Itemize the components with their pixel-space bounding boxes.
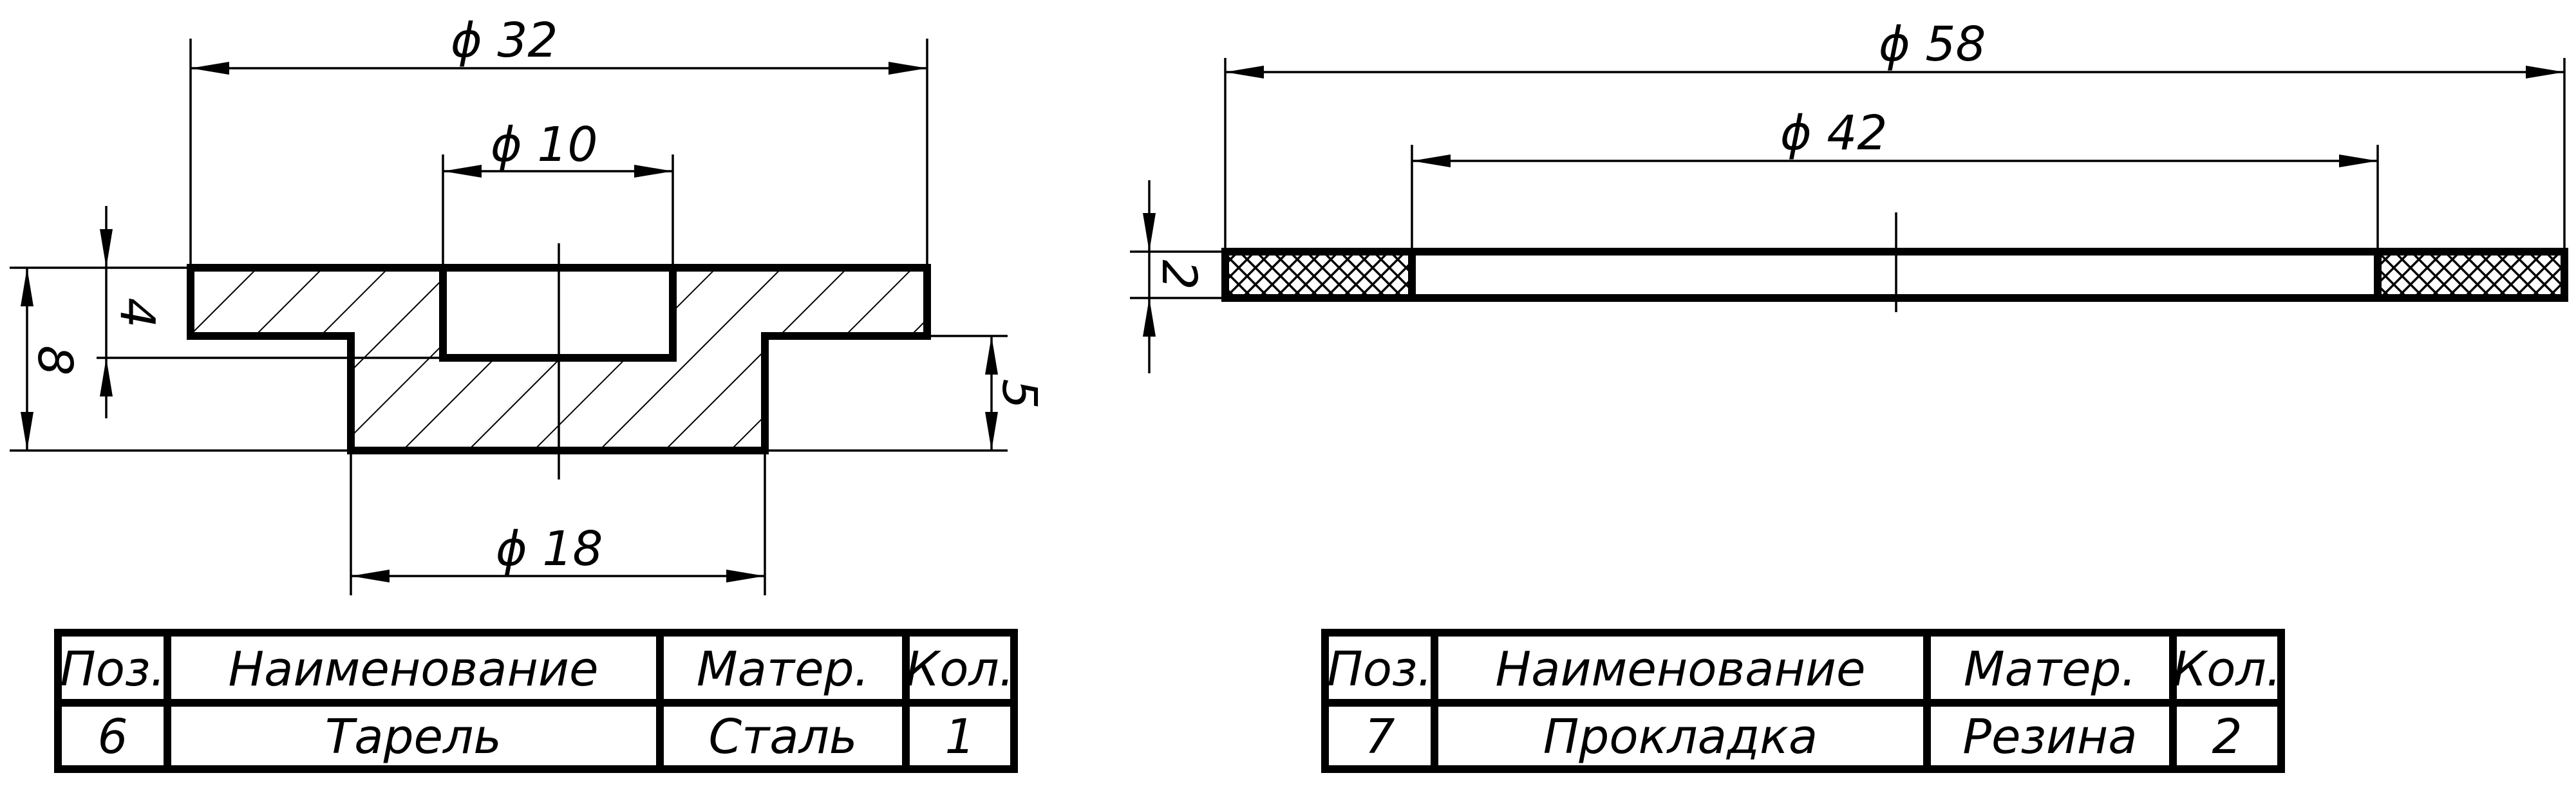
table-cell-material: Резина (1962, 709, 2137, 765)
arrow (1412, 154, 1451, 167)
arrow (191, 62, 229, 75)
arrow (985, 336, 998, 375)
dim-text-d18: ϕ 18 (496, 521, 603, 577)
arrow (726, 570, 765, 582)
table-header-material: Матер. (697, 642, 869, 697)
arrow (351, 570, 390, 582)
table-header-name: Наименование (228, 642, 598, 697)
arrow (634, 165, 673, 178)
table-header-pos: Поз. (1327, 642, 1433, 697)
table-header-name: Наименование (1495, 642, 1865, 697)
part7-table: Поз. Наименование Матер. Кол. 7 Прокладк… (1321, 629, 2285, 773)
arrow (2339, 154, 2378, 167)
part7-view: ϕ 58 ϕ 42 2 (1130, 17, 2568, 373)
arrow (100, 358, 113, 396)
table-cell-pos: 6 (97, 709, 127, 765)
arrow (21, 412, 33, 451)
arrow (21, 268, 33, 306)
table-cell-qty: 1 (945, 709, 975, 765)
arrow (1143, 298, 1156, 337)
arrow (985, 412, 998, 451)
dim-text-d58: ϕ 58 (1879, 17, 1986, 72)
table-cell-qty: 2 (2212, 709, 2242, 765)
table-header-material: Матер. (1964, 642, 2136, 697)
part6-table: Поз. Наименование Матер. Кол. 6 Тарель С… (54, 629, 1018, 773)
arrow (2526, 66, 2564, 79)
table-header-qty: Кол. (2173, 642, 2282, 697)
dim-text-h2: 2 (1151, 259, 1207, 290)
dim-text-d10: ϕ 10 (491, 117, 598, 172)
dim-text-d32: ϕ 32 (451, 13, 558, 68)
arrow (100, 229, 113, 268)
table-cell-material: Сталь (708, 709, 857, 765)
arrow (443, 165, 482, 178)
dim-text-h8: 8 (27, 345, 82, 375)
table-cell-pos: 7 (1364, 709, 1395, 765)
table-header-pos: Поз. (60, 642, 165, 697)
arrow (1143, 213, 1156, 252)
part7-outline (1221, 248, 2568, 302)
dim-text-h5: 5 (992, 378, 1047, 409)
table-header-qty: Кол. (906, 642, 1015, 697)
part7-hatch-right (2378, 252, 2564, 298)
arrow (1225, 66, 1264, 79)
table-cell-name: Прокладка (1543, 709, 1818, 765)
dim-text-h4: 4 (109, 297, 165, 328)
dim-text-d42: ϕ 42 (1780, 106, 1888, 161)
part7-hatch-left (1225, 252, 1412, 298)
arrow (888, 62, 927, 75)
part6-view: ϕ 32 ϕ 10 ϕ 18 8 4 5 (10, 13, 1047, 595)
table-cell-name: Тарель (325, 709, 502, 765)
